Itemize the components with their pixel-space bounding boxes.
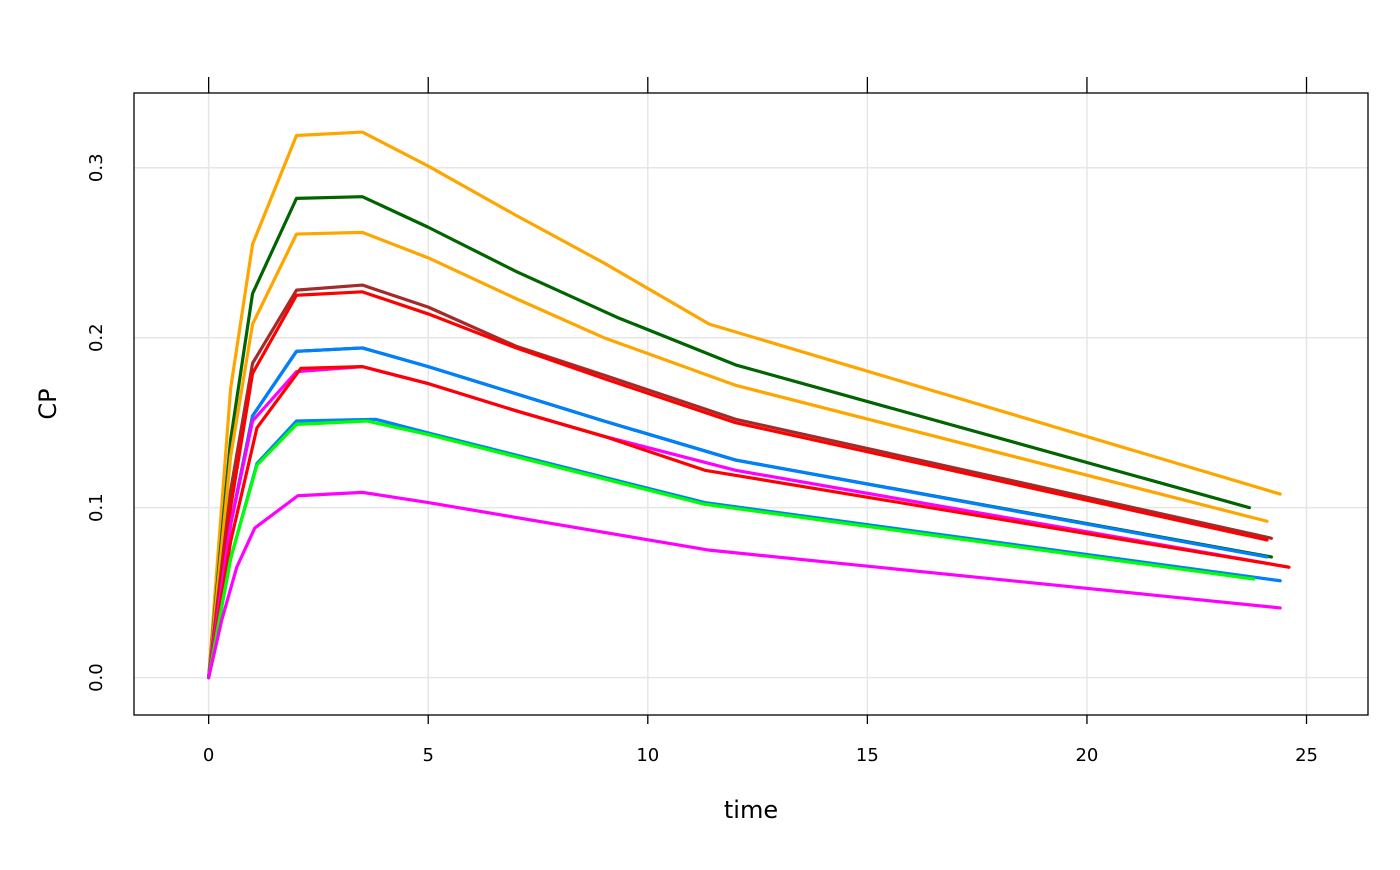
x-tick-label: 20 bbox=[1075, 745, 1098, 766]
x-tick-label: 15 bbox=[856, 745, 879, 766]
grid bbox=[134, 93, 1368, 715]
series-line-8 bbox=[207, 365, 1291, 680]
series-line-1 bbox=[207, 130, 1282, 680]
series-line-5 bbox=[207, 290, 1269, 680]
series-line-7 bbox=[207, 346, 1269, 680]
series-line-4 bbox=[207, 283, 1273, 680]
x-tick-label: 25 bbox=[1295, 745, 1318, 766]
y-tick-label: 0.1 bbox=[86, 493, 107, 522]
series-line-9 bbox=[207, 365, 1291, 680]
series-line-6 bbox=[207, 346, 1273, 680]
x-tick-label: 5 bbox=[423, 745, 434, 766]
y-axis-label: CP bbox=[34, 388, 62, 419]
axes: 0 5 10 15 20 25 0.0 0.1 0.2 0.3 bbox=[86, 77, 1318, 766]
series-lines bbox=[207, 130, 1291, 680]
x-axis-label: time bbox=[724, 796, 778, 824]
series-line-2 bbox=[207, 195, 1252, 680]
y-tick-label: 0.0 bbox=[86, 663, 107, 692]
y-tick-label: 0.3 bbox=[86, 153, 107, 182]
series-line-3 bbox=[207, 230, 1269, 680]
plot-frame bbox=[133, 92, 1369, 716]
x-tick-label: 0 bbox=[203, 745, 214, 766]
y-tick-label: 0.2 bbox=[86, 323, 107, 352]
series-line-12 bbox=[207, 490, 1282, 680]
series-line-10 bbox=[207, 417, 1282, 680]
series-line-11 bbox=[207, 419, 1256, 680]
x-tick-label: 10 bbox=[636, 745, 659, 766]
